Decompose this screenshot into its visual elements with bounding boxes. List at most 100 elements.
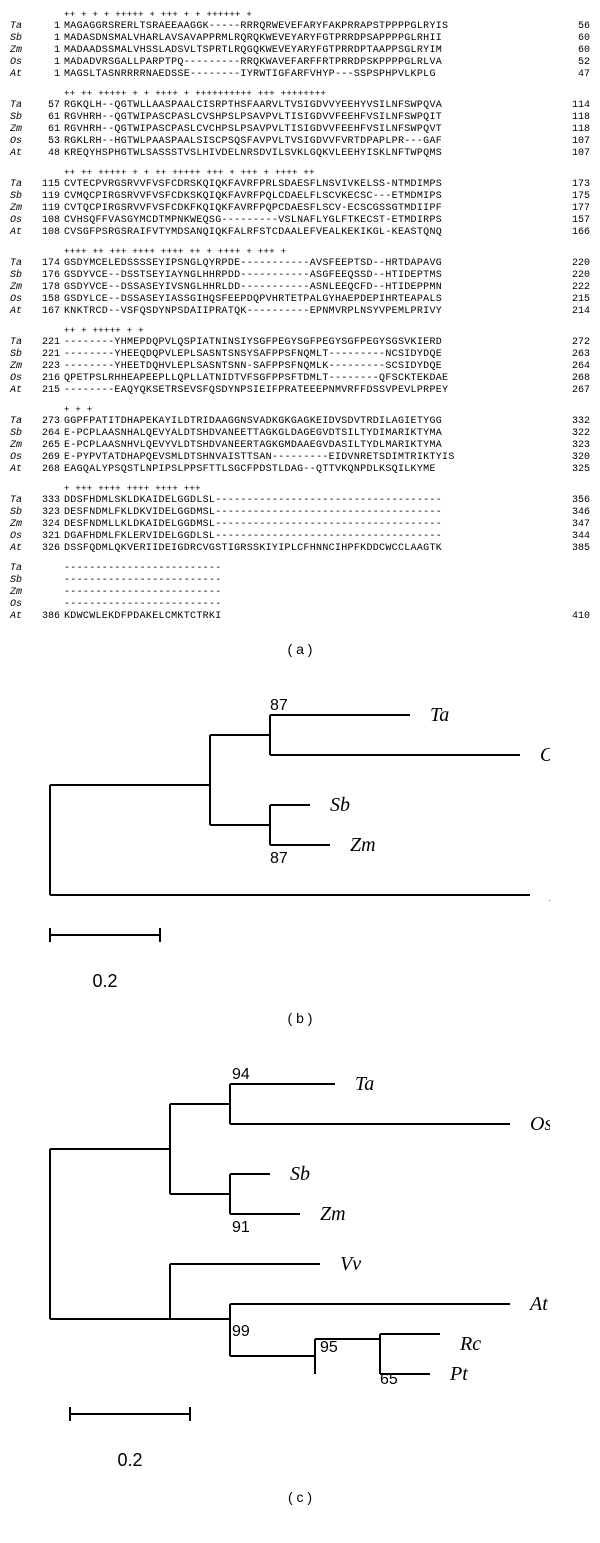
alignment-row: Ta273GGPFPATITDHAPEKAYILDTRIDAAGGNSVADKG… (10, 416, 590, 428)
start-position: 53 (36, 136, 64, 148)
end-position: 356 (560, 495, 590, 507)
start-position: 158 (36, 294, 64, 306)
sequence: EAGQALYPSQSTLNPIPSLPPSFTTLSGCFPDSTLDAG--… (64, 464, 560, 476)
sequence: --------YHMEPDQPVLQSPIATNINSIYSGFPEGYSGF… (64, 337, 560, 349)
start-position: 119 (36, 191, 64, 203)
taxon-label: Ta (430, 704, 449, 726)
species-label: At (10, 306, 36, 318)
alignment-row: Os158GSDYLCE--DSSASEYIASSGIHQSFEEPDQPVHR… (10, 294, 590, 306)
sequence: CVTECPVRGSRVVFVSFCDRSKQIQKFAVRFPRLSDAESF… (64, 179, 560, 191)
sequence: ------------------------- (64, 587, 560, 599)
end-position: 56 (560, 21, 590, 33)
species-label: Zm (10, 361, 36, 373)
alignment-row: Zm324DESFNDMLLKLDKAIDELGGDMSL-----------… (10, 519, 590, 531)
taxon-label: Rc (459, 1333, 481, 1355)
species-label: Sb (10, 575, 36, 587)
phylogenetic-tree-b: TaOsSbZmAt8787 0.2 (10, 685, 590, 992)
species-label: Zm (10, 203, 36, 215)
start-position: 264 (36, 428, 64, 440)
taxon-label: Os (540, 744, 550, 766)
species-label: Ta (10, 563, 36, 575)
start-position: 1 (36, 21, 64, 33)
sequence: CVSGFPSRGSRAIFVTYMDSANQIQKFALRFSTCDAALEF… (64, 227, 560, 239)
alignment-row: Zm119CVTQCPIRGSRVVFVSFCDKFKQIQKFAVRFPQPC… (10, 203, 590, 215)
taxon-label: Zm (350, 834, 376, 856)
alignment-row: Zm------------------------- (10, 587, 590, 599)
end-position: 222 (560, 282, 590, 294)
panel-a-label: ( a ) (10, 641, 590, 657)
alignment-row: At167KNKTRCD--VSFQSDYNPSDAIIPRATQK------… (10, 306, 590, 318)
species-label: Zm (10, 45, 36, 57)
conservation-marks: ++ ++ +++++ + + ++ +++++ +++ + +++ + +++… (10, 168, 590, 179)
tree-c-scale-label: 0.2 (70, 1450, 190, 1471)
alignment-row: Sb1MADASDNSMALVHARLAVSAVAPPRMLRQRQKWEVEY… (10, 33, 590, 45)
species-label: Sb (10, 270, 36, 282)
sequence: RGKQLH--QGTWLLAASPAALCISRPTHSFAARVLTVSIG… (64, 100, 560, 112)
start-position: 221 (36, 349, 64, 361)
taxon-label: Sb (290, 1163, 310, 1185)
sequence: DESFNDMLFKLDKVIDELGGDMSL----------------… (64, 507, 560, 519)
sequence: KDWCWLEKDFPDAKELCMKTCTRKI (64, 611, 560, 623)
bootstrap-value: 65 (380, 1371, 398, 1388)
sequence: CVHSQFFVASGYMCDTMPNKWEQSG---------VSLNAF… (64, 215, 560, 227)
sequence: GSDYMCELEDSSSSEYIPSNGLQYRPDE-----------A… (64, 258, 560, 270)
end-position: 323 (560, 440, 590, 452)
taxon-label: Os (530, 1113, 550, 1135)
start-position: 268 (36, 464, 64, 476)
sequence: E-PYPVTATDHAPQEVSMLDTSHNVAISTTSAN-------… (64, 452, 560, 464)
bootstrap-value: 87 (270, 697, 288, 714)
alignment-row: Ta221--------YHMEPDQPVLQSPIATNINSIYSGFPE… (10, 337, 590, 349)
sequence: DDSFHDMLSKLDKAIDELGGDLSL----------------… (64, 495, 560, 507)
start-position: 174 (36, 258, 64, 270)
end-position: 268 (560, 373, 590, 385)
start-position: 323 (36, 507, 64, 519)
end-position: 107 (560, 136, 590, 148)
start-position: 167 (36, 306, 64, 318)
alignment-row: Sb119CVMQCPIRGSRVVFVSFCDKSKQIQKFAVRFPQLC… (10, 191, 590, 203)
taxon-label: At (528, 1293, 548, 1315)
species-label: Ta (10, 21, 36, 33)
sequence: MADADVRSGALLPARPTPQ---------RRQKWAVEFARF… (64, 57, 560, 69)
tree-b-svg: TaOsSbZmAt8787 (10, 685, 550, 965)
species-label: Zm (10, 440, 36, 452)
end-position: 118 (560, 124, 590, 136)
end-position: 385 (560, 543, 590, 555)
sequence: QPETPSLRHHEAPEEPLLQPLLATNIDTVFSGFPPSFTDM… (64, 373, 560, 385)
species-label: Zm (10, 519, 36, 531)
species-label: Os (10, 57, 36, 69)
taxon-label: Ta (355, 1073, 374, 1095)
alignment-row: Sb221--------YHEEQDQPVLEPLSASNTSNSYSAFPP… (10, 349, 590, 361)
end-position: 346 (560, 507, 590, 519)
start-position: 1 (36, 33, 64, 45)
start-position: 324 (36, 519, 64, 531)
sequence: GSDYVCE--DSSASEYIVSNGLHHRLDD-----------A… (64, 282, 560, 294)
sequence: E-PCPLAASNHVLQEVYVLDTSHDVANEERTAGKGMDAAE… (64, 440, 560, 452)
start-position: 386 (36, 611, 64, 623)
sequence: CVTQCPIRGSRVVFVSFCDKFKQIQKFAVRFPQPCDAESF… (64, 203, 560, 215)
species-label: Ta (10, 495, 36, 507)
alignment-row: Ta333DDSFHDMLSKLDKAIDELGGDLSL-----------… (10, 495, 590, 507)
sequence: --------EAQYQKSETRSEVSFQSDYNPSIEIFPRATEE… (64, 385, 560, 397)
species-label: Sb (10, 507, 36, 519)
species-label: At (10, 385, 36, 397)
sequence: MADASDNSMALVHARLAVSAVAPPRMLRQRQKWEVEYARY… (64, 33, 560, 45)
alignment-row: Ta57RGKQLH--QGTWLLAASPAALCISRPTHSFAARVLT… (10, 100, 590, 112)
end-position: 114 (560, 100, 590, 112)
alignment-row: Ta174GSDYMCELEDSSSSEYIPSNGLQYRPDE-------… (10, 258, 590, 270)
start-position: 216 (36, 373, 64, 385)
species-label: Os (10, 531, 36, 543)
species-label: At (10, 611, 36, 623)
start-position: 215 (36, 385, 64, 397)
start-position: 178 (36, 282, 64, 294)
start-position: 1 (36, 57, 64, 69)
species-label: Sb (10, 428, 36, 440)
start-position: 57 (36, 100, 64, 112)
sequence: E-PCPLAASNHALQEVYALDTSHDVANEETTAGKGLDAGE… (64, 428, 560, 440)
sequence: CVMQCPIRGSRVVFVSFCDKSKQIQKFAVRFPQLCDAELF… (64, 191, 560, 203)
end-position: 264 (560, 361, 590, 373)
alignment-row: Zm265E-PCPLAASNHVLQEVYVLDTSHDVANEERTAGKG… (10, 440, 590, 452)
sequence: DSSFQDMLQKVERIIDEIGDRCVGSTIGRSSKIYIPLCFH… (64, 543, 560, 555)
end-position: 107 (560, 148, 590, 160)
taxon-label: Zm (320, 1203, 346, 1225)
end-position: 214 (560, 306, 590, 318)
